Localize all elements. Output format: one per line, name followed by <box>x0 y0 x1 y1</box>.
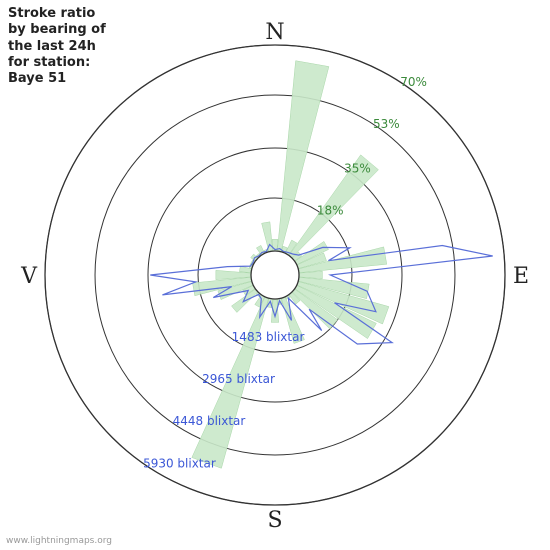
attribution-text: www.lightningmaps.org <box>6 536 112 546</box>
count-ring-label: 5930 blixtar <box>143 456 216 470</box>
compass-label: V <box>20 264 38 289</box>
percent-ring-label: 70% <box>400 75 427 89</box>
count-ring-label: 4448 blixtar <box>173 414 246 428</box>
compass-label: E <box>513 264 529 289</box>
polar-chart: 18% 35% 53% 70% 1483 blixtar 2965 blixtar 4448… <box>0 0 550 550</box>
percent-ring-label: 35% <box>344 161 371 175</box>
count-ring-label: 2965 blixtar <box>202 372 275 386</box>
count-ring-label: 1483 blixtar <box>232 330 305 344</box>
percent-ring-label: 18% <box>317 203 344 217</box>
compass-label: S <box>267 508 282 533</box>
compass-label: N <box>265 20 284 45</box>
percent-ring-label: 53% <box>373 117 400 131</box>
